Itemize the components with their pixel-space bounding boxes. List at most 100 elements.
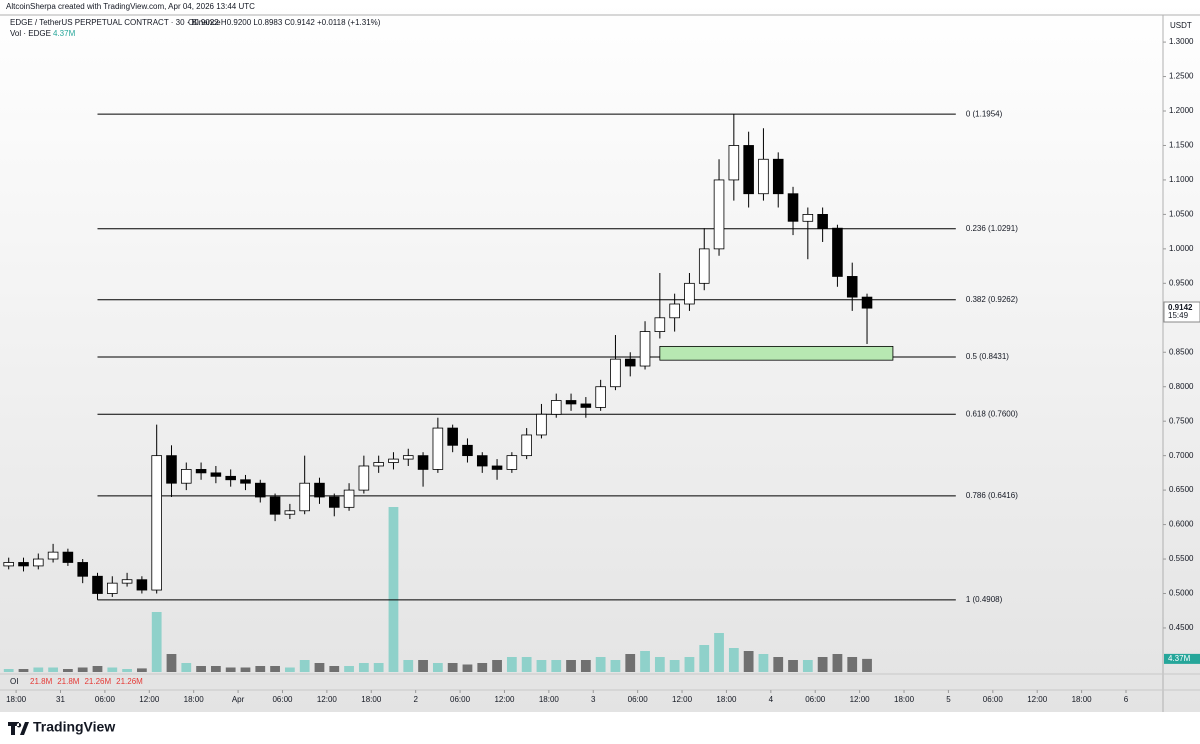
y-tick-label: 0.6000 xyxy=(1169,520,1194,529)
volume-bar xyxy=(447,663,458,672)
candle-body xyxy=(550,400,562,415)
x-tick-label: 31 xyxy=(56,695,65,704)
oi-value: 21.8M xyxy=(57,677,80,686)
x-tick-label: 06:00 xyxy=(95,695,116,704)
candle-body xyxy=(610,358,621,388)
y-tick-label: 1.2000 xyxy=(1169,106,1194,115)
candle-body xyxy=(254,482,266,498)
volume-bar xyxy=(654,657,665,672)
candle-body xyxy=(33,558,44,567)
volume-bar xyxy=(388,507,399,672)
x-tick-label: 18:00 xyxy=(539,695,560,704)
footer xyxy=(0,712,1200,744)
y-tick-label: 0.6500 xyxy=(1169,485,1194,494)
candle-body xyxy=(728,145,740,181)
oi-value: 21.26M xyxy=(116,677,143,686)
x-tick-label: 06:00 xyxy=(450,695,471,704)
volume-bar xyxy=(595,657,606,672)
volume-bar xyxy=(225,667,236,672)
volume-bar xyxy=(832,654,843,672)
candle-body xyxy=(121,579,133,584)
fib-label: 0.382 (0.9262) xyxy=(966,295,1018,304)
candle-body xyxy=(328,496,340,508)
volume-tag xyxy=(1164,653,1200,664)
y-tick-label: 1.0500 xyxy=(1169,210,1194,219)
candle-body xyxy=(299,482,310,512)
volume-bar xyxy=(270,666,280,672)
y-tick-label: 1.1000 xyxy=(1169,175,1194,184)
volume-bar xyxy=(640,651,650,672)
candle-body xyxy=(654,317,666,332)
volume-bar xyxy=(418,660,428,672)
y-tick-label: 1.0000 xyxy=(1169,244,1194,253)
candle-body xyxy=(432,427,444,470)
volume-bar xyxy=(625,654,636,672)
x-tick-label: 06:00 xyxy=(272,695,293,704)
volume-bar xyxy=(107,667,118,672)
y-tick-label: 1.1500 xyxy=(1169,141,1194,150)
x-tick-label: 18:00 xyxy=(361,695,382,704)
volume-bar xyxy=(92,666,103,672)
x-tick-label: 18:00 xyxy=(894,695,915,704)
volume-bar xyxy=(862,658,872,672)
volume-bar xyxy=(506,657,517,672)
volume-bar xyxy=(329,666,340,672)
x-tick-label: Apr xyxy=(232,695,245,704)
y-tick-label: 1.2500 xyxy=(1169,72,1194,81)
y-tick-label: 0.8500 xyxy=(1169,347,1194,356)
volume-bar xyxy=(847,657,858,672)
volume-bar xyxy=(210,666,221,672)
oi-value: 21.8M xyxy=(30,677,53,686)
x-tick-label: 18:00 xyxy=(1072,695,1093,704)
y-tick-label: 0.9500 xyxy=(1169,278,1194,287)
y-tick-label: 1.3000 xyxy=(1169,37,1194,46)
brand-logo xyxy=(8,722,29,735)
x-tick-label: 12:00 xyxy=(317,695,338,704)
x-tick-label: 12:00 xyxy=(1027,695,1048,704)
fib-label: 1 (0.4908) xyxy=(966,595,1003,604)
volume-bar xyxy=(77,667,88,672)
x-tick-label: 6 xyxy=(1124,695,1129,704)
volume-bar xyxy=(240,667,251,672)
candle-body xyxy=(181,469,192,484)
brand-name: TradingView xyxy=(33,719,115,735)
volume-bar xyxy=(137,668,147,672)
volume-bar xyxy=(403,660,414,672)
candle-body xyxy=(758,158,769,195)
volume-bar xyxy=(181,663,192,672)
candle-body xyxy=(92,575,103,594)
candle-body xyxy=(47,551,59,560)
volume-bar xyxy=(63,669,73,672)
last-price-label: 0.9142 xyxy=(1168,303,1193,312)
x-tick-label: 18:00 xyxy=(184,695,205,704)
support-zone xyxy=(659,345,894,361)
candle-body xyxy=(639,331,651,367)
candle-body xyxy=(210,472,222,477)
volume-bar xyxy=(743,651,754,672)
volume-bar xyxy=(684,657,695,672)
candle-body xyxy=(314,482,325,498)
candle-body xyxy=(136,579,148,591)
volume-bar xyxy=(299,660,310,672)
y-tick-label: 0.4500 xyxy=(1169,623,1194,632)
candle-body xyxy=(151,455,162,591)
volume-bar xyxy=(196,666,206,672)
volume-bar xyxy=(314,663,325,672)
x-tick-label: 2 xyxy=(413,695,418,704)
x-tick-label: 06:00 xyxy=(628,695,649,704)
candle-body xyxy=(580,403,592,408)
volume-bar xyxy=(699,645,710,672)
candle-body xyxy=(536,413,547,436)
candle-body xyxy=(743,145,754,195)
candle-body xyxy=(77,562,88,577)
candle-body xyxy=(240,479,251,484)
countdown: 15:49 xyxy=(1168,311,1189,320)
volume-bar xyxy=(802,660,813,672)
volume-bar xyxy=(788,660,798,672)
volume-bar xyxy=(566,660,576,672)
candle-body xyxy=(565,400,577,405)
fib-label: 0 (1.1954) xyxy=(966,109,1003,118)
chart-background xyxy=(0,0,1200,712)
candle-body xyxy=(595,386,606,408)
